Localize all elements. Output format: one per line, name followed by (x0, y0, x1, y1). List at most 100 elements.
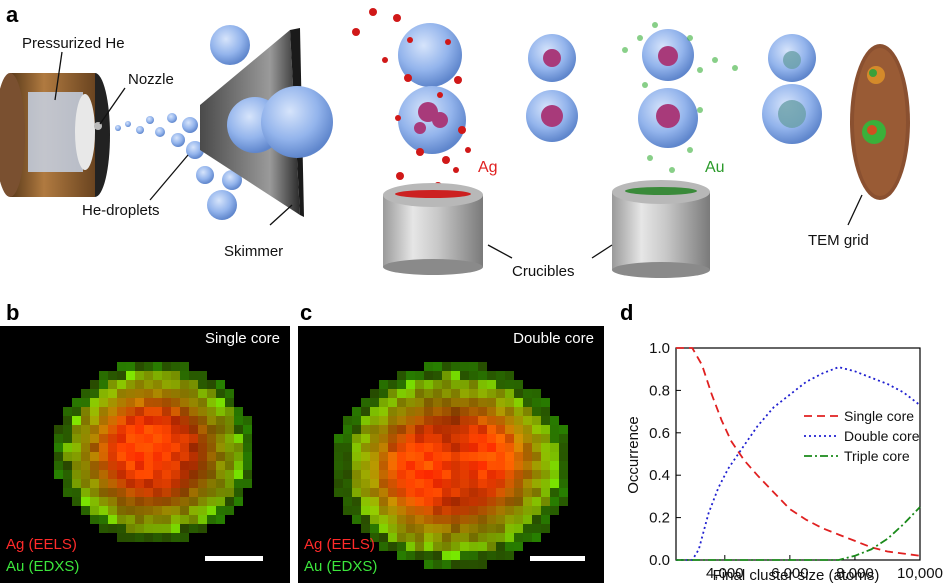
map-pixel (370, 497, 379, 506)
map-pixel (99, 407, 108, 416)
map-pixel (397, 470, 406, 479)
map-pixel (162, 497, 171, 506)
map-pixel (216, 470, 225, 479)
map-pixel (487, 515, 496, 524)
map-pixel (433, 560, 442, 569)
map-pixel (424, 389, 433, 398)
map-pixel (505, 371, 514, 380)
map-pixel (514, 524, 523, 533)
map-pixel (343, 479, 352, 488)
map-pixel (54, 452, 63, 461)
map-pixel (198, 443, 207, 452)
panel-letter-b: b (6, 300, 20, 325)
map-pixel (433, 389, 442, 398)
map-pixel (334, 452, 343, 461)
map-pixel (198, 515, 207, 524)
map-pixel (180, 389, 189, 398)
map-pixel (216, 398, 225, 407)
map-pixel (478, 443, 487, 452)
panel-b-au-label: Au (EDXS) (6, 558, 80, 575)
map-pixel (108, 506, 117, 515)
map-pixel (189, 416, 198, 425)
map-pixel (207, 515, 216, 524)
map-pixel (496, 425, 505, 434)
map-pixel (144, 533, 153, 542)
map-pixel (180, 416, 189, 425)
map-pixel (397, 371, 406, 380)
map-pixel (162, 515, 171, 524)
map-pixel (487, 416, 496, 425)
map-pixel (451, 407, 460, 416)
map-pixel (460, 362, 469, 371)
map-pixel (144, 380, 153, 389)
map-pixel (442, 407, 451, 416)
map-pixel (225, 398, 234, 407)
map-pixel (415, 389, 424, 398)
map-pixel (415, 497, 424, 506)
map-pixel (550, 488, 559, 497)
map-pixel (352, 479, 361, 488)
map-pixel (442, 371, 451, 380)
map-pixel (153, 479, 162, 488)
map-pixel (415, 551, 424, 560)
map-pixel (523, 434, 532, 443)
map-pixel (234, 434, 243, 443)
map-pixel (433, 416, 442, 425)
map-pixel (153, 389, 162, 398)
map-pixel (334, 488, 343, 497)
map-pixel (505, 461, 514, 470)
map-pixel (442, 533, 451, 542)
map-pixel (153, 425, 162, 434)
map-pixel (469, 515, 478, 524)
map-pixel (496, 434, 505, 443)
map-pixel (126, 470, 135, 479)
map-pixel (370, 479, 379, 488)
map-pixel (153, 407, 162, 416)
map-pixel (415, 488, 424, 497)
map-pixel (99, 398, 108, 407)
map-pixel (216, 407, 225, 416)
map-pixel (487, 470, 496, 479)
map-pixel (361, 470, 370, 479)
map-pixel (487, 452, 496, 461)
map-pixel (117, 488, 126, 497)
map-pixel (379, 497, 388, 506)
map-pixel (496, 470, 505, 479)
map-pixel (90, 434, 99, 443)
map-pixel (415, 470, 424, 479)
map-pixel (63, 443, 72, 452)
map-pixel (559, 425, 568, 434)
map-pixel (469, 425, 478, 434)
map-pixel (541, 443, 550, 452)
au-doped-droplets (622, 22, 822, 198)
map-pixel (198, 452, 207, 461)
map-pixel (397, 497, 406, 506)
map-pixel (487, 434, 496, 443)
map-pixel (514, 452, 523, 461)
map-pixel (433, 515, 442, 524)
map-pixel (514, 497, 523, 506)
map-pixel (460, 389, 469, 398)
map-pixel (460, 425, 469, 434)
map-pixel (424, 443, 433, 452)
map-pixel (532, 488, 541, 497)
map-pixel (189, 425, 198, 434)
map-pixel (505, 470, 514, 479)
map-pixel (144, 452, 153, 461)
map-pixel (99, 434, 108, 443)
map-pixel (406, 407, 415, 416)
map-pixel (469, 443, 478, 452)
map-pixel (225, 434, 234, 443)
map-pixel (379, 506, 388, 515)
map-pixel (469, 560, 478, 569)
map-pixel (361, 461, 370, 470)
map-pixel (171, 533, 180, 542)
map-pixel (523, 443, 532, 452)
map-pixel (216, 479, 225, 488)
map-pixel (72, 488, 81, 497)
map-pixel (433, 380, 442, 389)
map-pixel (433, 524, 442, 533)
map-pixel (117, 425, 126, 434)
map-pixel (397, 542, 406, 551)
panel-c-scale-bar (530, 556, 585, 561)
